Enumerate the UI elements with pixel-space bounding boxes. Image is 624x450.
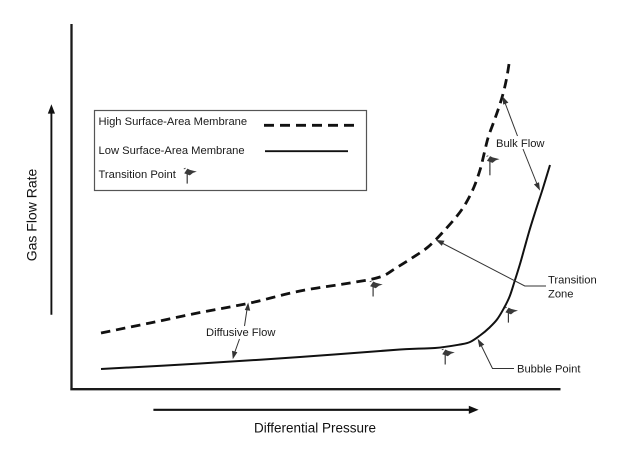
svg-text:Gas Flow Rate: Gas Flow Rate	[24, 168, 40, 261]
svg-text:Diffusive Flow: Diffusive Flow	[206, 327, 276, 339]
svg-text:Bulk Flow: Bulk Flow	[496, 138, 545, 150]
svg-text:Transition Point: Transition Point	[99, 169, 177, 181]
svg-text:Zone: Zone	[548, 289, 574, 301]
svg-text:Differential Pressure: Differential Pressure	[254, 421, 376, 436]
svg-text:High Surface-Area Membrane: High Surface-Area Membrane	[99, 116, 248, 128]
svg-text:Low Surface-Area Membrane: Low Surface-Area Membrane	[99, 145, 245, 157]
svg-text:Bubble Point: Bubble Point	[517, 363, 581, 375]
svg-text:Transition: Transition	[548, 275, 597, 287]
